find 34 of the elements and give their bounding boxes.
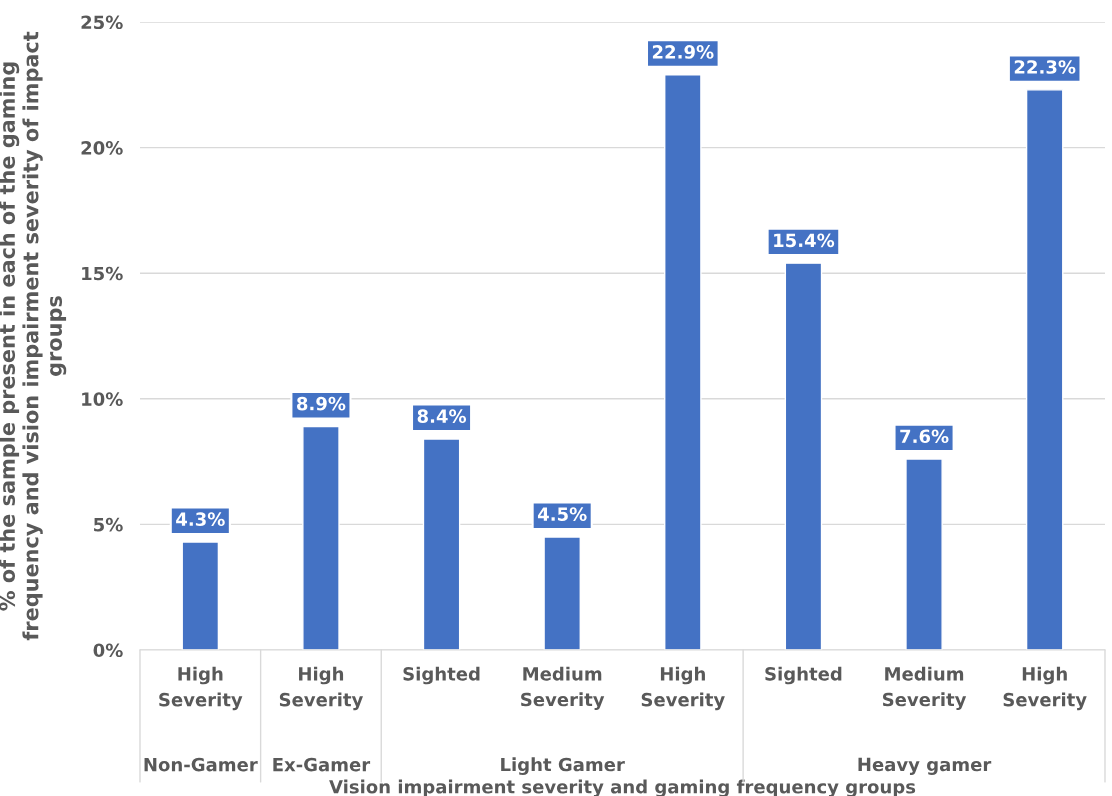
text: Light Gamer <box>501 757 625 775</box>
text: Heavy gamer <box>858 757 992 775</box>
data-label: 8.9% <box>297 396 346 411</box>
bar <box>784 262 823 650</box>
bar <box>181 541 220 650</box>
y-tick-label: 25% <box>81 15 123 30</box>
data-label: 15.4% <box>774 233 835 248</box>
text: Ex-Gamer <box>273 757 371 772</box>
bar <box>543 536 581 650</box>
bar <box>302 425 340 650</box>
x-tick-label: High Severity <box>159 666 243 711</box>
data-label: 22.3% <box>1014 60 1076 74</box>
x-tick-label: Sighted <box>765 666 842 685</box>
bar <box>1025 89 1064 650</box>
data-label: 8.4% <box>417 409 467 423</box>
y-tick-label: 0% <box>93 643 123 658</box>
data-label: 4.5% <box>537 507 587 521</box>
x-tick-label: Sighted <box>403 666 480 685</box>
x-tick-label: High Severity <box>1003 666 1087 711</box>
bar <box>664 74 702 650</box>
data-label: 4.3% <box>176 512 225 526</box>
x-tick-label: Medium Severity <box>521 666 605 710</box>
y-tick-label: 5% <box>94 517 123 532</box>
data-label: 7.6% <box>900 429 949 444</box>
bar <box>422 438 461 650</box>
text: Non-Gamer <box>144 757 258 772</box>
y-tick-label: 10% <box>82 392 123 406</box>
y-tick-label: 20% <box>81 141 123 155</box>
x-tick-label: High Severity <box>641 666 725 711</box>
data-label: 22.9% <box>652 45 714 59</box>
y-tick-label: 15% <box>82 266 123 281</box>
x-tick-label: High Severity <box>279 666 363 711</box>
x-tick-label: Medium Severity <box>882 666 967 710</box>
bar <box>905 458 943 650</box>
